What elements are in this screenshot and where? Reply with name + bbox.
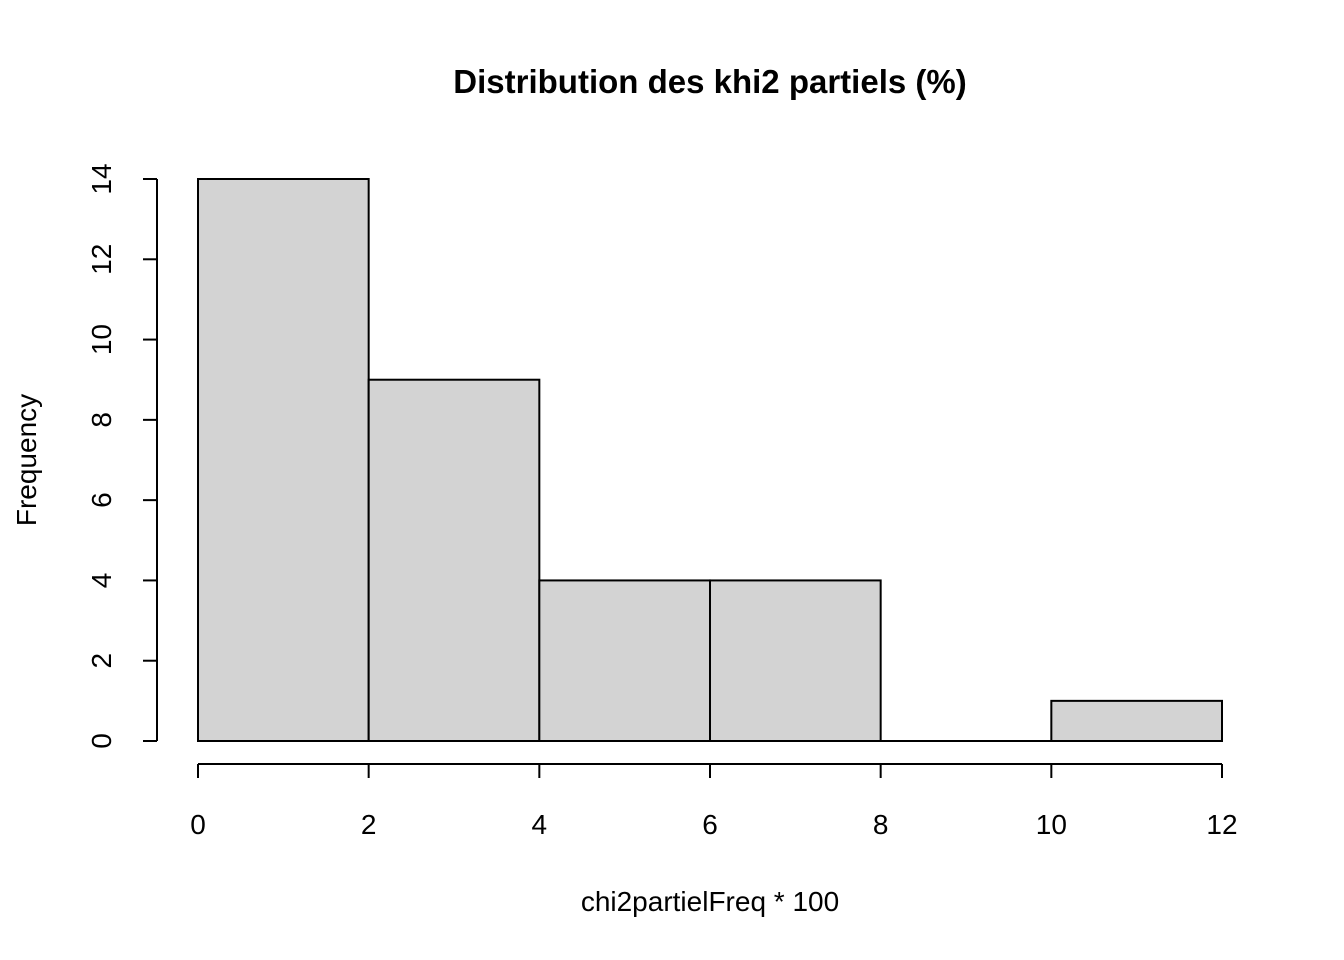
y-tick-label: 6 — [86, 492, 117, 508]
x-tick-label: 6 — [702, 809, 718, 840]
x-tick-label: 12 — [1206, 809, 1237, 840]
x-tick-label: 8 — [873, 809, 889, 840]
y-tick-label: 2 — [86, 653, 117, 669]
y-axis: 0 2 4 6 8 10 12 14 — [86, 163, 158, 749]
x-tick-label: 2 — [361, 809, 377, 840]
x-axis: 0 2 4 6 8 10 12 — [190, 763, 1238, 840]
histogram-bar — [1050, 699, 1224, 742]
chart-title: Distribution des khi2 partiels (%) — [453, 63, 966, 100]
y-tick-label: 0 — [86, 733, 117, 749]
x-tick-label: 4 — [532, 809, 548, 840]
bars-group — [197, 178, 1224, 743]
histogram-bar — [367, 378, 541, 742]
y-tick-label: 8 — [86, 412, 117, 428]
histogram-bar — [709, 579, 882, 743]
x-axis-label: chi2partielFreq * 100 — [581, 886, 839, 917]
x-tick-label: 0 — [190, 809, 206, 840]
histogram-bar — [538, 579, 711, 743]
y-axis-label: Frequency — [11, 394, 42, 526]
y-tick-label: 10 — [86, 324, 117, 355]
y-tick-label: 4 — [86, 573, 117, 589]
y-tick-label: 14 — [86, 163, 117, 194]
x-tick-label: 10 — [1036, 809, 1067, 840]
y-tick-label: 12 — [86, 244, 117, 275]
histogram-bar — [197, 178, 370, 742]
